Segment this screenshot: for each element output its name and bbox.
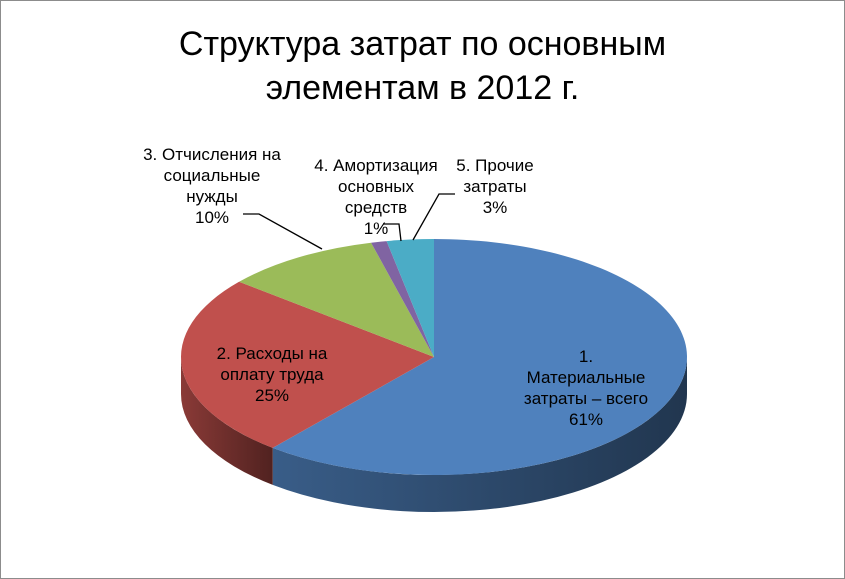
pie-slice-social: [239, 242, 434, 357]
slice-label-materials: 1. Материальные затраты – всего 61%: [500, 325, 672, 451]
pie-side-materials: [272, 357, 687, 512]
pie-slice-wages: [181, 281, 434, 448]
pie-slice-depreciation: [371, 241, 434, 357]
slice-label-depreciation: 4. Амортизация основных средств 1%: [296, 134, 456, 260]
leader-line-other: [412, 193, 455, 241]
pie-side-walls: [181, 357, 687, 512]
pie-top: [181, 239, 687, 475]
slice-label-social: 3. Отчисления на социальные нужды 10%: [132, 123, 292, 249]
slice-label-social-name: 3. Отчисления на социальные нужды: [143, 145, 281, 206]
slice-label-wages-value: 25%: [254, 386, 290, 405]
slice-label-social-value: 10%: [194, 208, 230, 227]
slice-label-depreciation-value: 1%: [363, 219, 389, 238]
slice-label-other-name: 5. Прочие затраты: [456, 156, 534, 196]
slice-label-wages: 2. Расходы на оплату труда 25%: [197, 322, 347, 427]
slice-label-materials-name: 1. Материальные затраты – всего: [523, 347, 649, 408]
slice-label-other-value: 3%: [482, 198, 508, 217]
leader-line-depreciation: [383, 223, 402, 242]
pie-side-wages: [181, 357, 273, 485]
slice-label-other: 5. Прочие затраты 3%: [440, 134, 550, 239]
slice-label-depreciation-name: 4. Амортизация основных средств: [314, 156, 438, 217]
pie-slice-materials: [272, 239, 687, 475]
slice-label-wages-name: 2. Расходы на оплату труда: [216, 344, 328, 384]
chart-title: Структура затрат по основным элементам в…: [178, 25, 667, 107]
slice-label-materials-value: 61%: [568, 410, 604, 429]
leader-line-social: [243, 213, 323, 250]
pie-slice-other: [386, 239, 434, 357]
